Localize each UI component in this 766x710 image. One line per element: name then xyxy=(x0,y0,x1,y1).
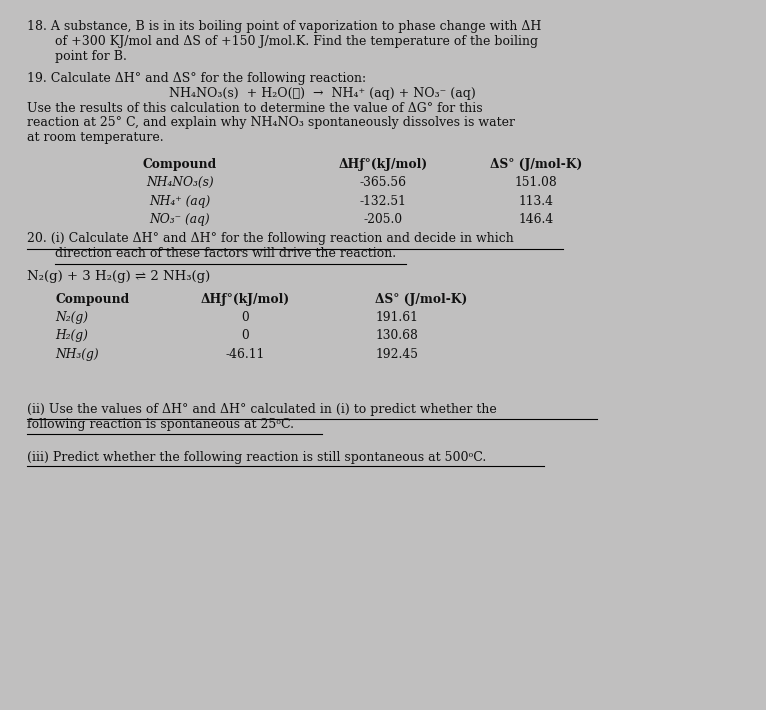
Text: H₂(g): H₂(g) xyxy=(55,329,88,342)
Text: Use the results of this calculation to determine the value of ΔG° for this: Use the results of this calculation to d… xyxy=(27,102,483,114)
Text: point for B.: point for B. xyxy=(55,50,127,62)
Text: NH₄⁺ (aq): NH₄⁺ (aq) xyxy=(149,195,211,207)
Text: 191.61: 191.61 xyxy=(375,311,418,324)
Text: 20. (i) Calculate ΔH° and ΔH° for the following reaction and decide in which: 20. (i) Calculate ΔH° and ΔH° for the fo… xyxy=(27,232,513,245)
Text: 151.08: 151.08 xyxy=(515,176,558,189)
Text: direction each of these factors will drive the reaction.: direction each of these factors will dri… xyxy=(55,247,396,260)
Text: of +300 KJ/mol and ΔS of +150 J/mol.K. Find the temperature of the boiling: of +300 KJ/mol and ΔS of +150 J/mol.K. F… xyxy=(55,35,538,48)
Text: NH₄NO₃(s)  + H₂O(ℓ)  →  NH₄⁺ (aq) + NO₃⁻ (aq): NH₄NO₃(s) + H₂O(ℓ) → NH₄⁺ (aq) + NO₃⁻ (a… xyxy=(169,87,475,100)
Text: Compound: Compound xyxy=(55,293,129,305)
Text: -46.11: -46.11 xyxy=(225,348,265,361)
Text: N₂(g): N₂(g) xyxy=(55,311,88,324)
Text: reaction at 25° C, and explain why NH₄NO₃ spontaneously dissolves is water: reaction at 25° C, and explain why NH₄NO… xyxy=(27,116,515,129)
Text: Compound: Compound xyxy=(143,158,217,170)
Text: -205.0: -205.0 xyxy=(363,213,403,226)
Text: ΔS° (J/mol-K): ΔS° (J/mol-K) xyxy=(375,293,467,305)
Text: (ii) Use the values of ΔH° and ΔH° calculated in (i) to predict whether the: (ii) Use the values of ΔH° and ΔH° calcu… xyxy=(27,403,496,416)
Text: 18. A substance, B is in its boiling point of vaporization to phase change with : 18. A substance, B is in its boiling poi… xyxy=(27,20,542,33)
Text: ΔS° (J/mol-K): ΔS° (J/mol-K) xyxy=(490,158,582,170)
Text: -365.56: -365.56 xyxy=(359,176,407,189)
Text: (iii) Predict whether the following reaction is still spontaneous at 500ᵒC.: (iii) Predict whether the following reac… xyxy=(27,451,486,464)
Text: 0: 0 xyxy=(241,329,249,342)
Text: N₂(g) + 3 H₂(g) ⇌ 2 NH₃(g): N₂(g) + 3 H₂(g) ⇌ 2 NH₃(g) xyxy=(27,270,210,283)
Text: following reaction is spontaneous at 25ᵒC.: following reaction is spontaneous at 25ᵒ… xyxy=(27,418,294,431)
Text: 192.45: 192.45 xyxy=(375,348,418,361)
Text: ΔHƒ°(kJ/mol): ΔHƒ°(kJ/mol) xyxy=(201,293,290,305)
Text: NH₄NO₃(s): NH₄NO₃(s) xyxy=(146,176,214,189)
Text: 0: 0 xyxy=(241,311,249,324)
Text: NO₃⁻ (aq): NO₃⁻ (aq) xyxy=(149,213,211,226)
Text: ΔHƒ°(kJ/mol): ΔHƒ°(kJ/mol) xyxy=(339,158,427,170)
Text: 130.68: 130.68 xyxy=(375,329,418,342)
Text: 113.4: 113.4 xyxy=(519,195,554,207)
Text: at room temperature.: at room temperature. xyxy=(27,131,163,144)
Text: 19. Calculate ΔH° and ΔS° for the following reaction:: 19. Calculate ΔH° and ΔS° for the follow… xyxy=(27,72,366,85)
Text: 146.4: 146.4 xyxy=(519,213,554,226)
Text: -132.51: -132.51 xyxy=(359,195,407,207)
Text: NH₃(g): NH₃(g) xyxy=(55,348,99,361)
